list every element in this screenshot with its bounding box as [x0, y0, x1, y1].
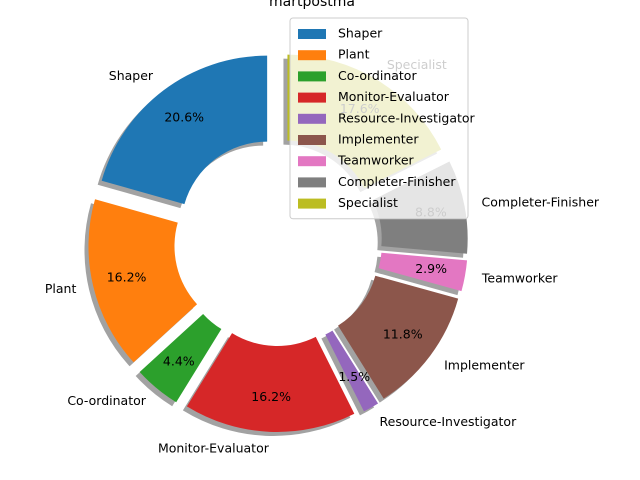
value-label: 4.4% — [163, 353, 195, 368]
wedge-label: Resource-Investigator — [380, 414, 518, 429]
legend-label: Resource-Investigator — [338, 110, 476, 125]
legend-box — [289, 17, 469, 220]
legend-label: Plant — [338, 47, 370, 62]
wedge — [378, 252, 468, 292]
wedge-label: Implementer — [444, 357, 525, 372]
wedge-label: Teamworker — [481, 270, 559, 285]
value-label: 20.6% — [164, 109, 204, 124]
value-label: 16.2% — [251, 389, 291, 404]
wedge-label: Shaper — [109, 68, 154, 83]
legend-swatch — [298, 177, 326, 188]
wedge — [88, 199, 198, 363]
legend-label: Completer-Finisher — [338, 174, 456, 189]
wedge — [139, 313, 222, 403]
legend-swatch — [298, 135, 326, 145]
legend-label: Monitor-Evaluator — [338, 89, 450, 104]
wedge — [101, 55, 268, 205]
legend-label: Implementer — [338, 132, 419, 147]
value-label: 11.8% — [383, 327, 423, 342]
legend-swatch — [298, 29, 326, 39]
legend-label: Specialist — [338, 195, 398, 210]
wedge-label: Monitor-Evaluator — [158, 440, 270, 455]
value-label: 2.9% — [415, 261, 447, 276]
legend-swatch — [298, 92, 326, 103]
wedge — [186, 333, 355, 432]
legend-swatch — [298, 113, 326, 124]
chart-title: martpostma — [269, 0, 355, 10]
legend-swatch — [298, 198, 326, 209]
legend-label: Co-ordinator — [338, 68, 417, 83]
value-label: 16.2% — [107, 269, 147, 284]
legend-swatch — [298, 156, 326, 167]
legend-swatch — [298, 50, 326, 61]
legend-label: Shaper — [338, 26, 383, 41]
wedge-label: Co-ordinator — [67, 393, 146, 408]
wedge-label: Plant — [45, 281, 77, 296]
legend-label: Teamworker — [337, 153, 415, 168]
legend: Shaper Plant Co-ordinator Monitor-Evaluator… — [289, 17, 476, 220]
value-label: 1.5% — [338, 369, 370, 384]
wedge — [325, 330, 379, 412]
legend-swatch — [298, 71, 326, 82]
wedge-label: Completer-Finisher — [482, 195, 600, 210]
wedge — [338, 275, 459, 399]
